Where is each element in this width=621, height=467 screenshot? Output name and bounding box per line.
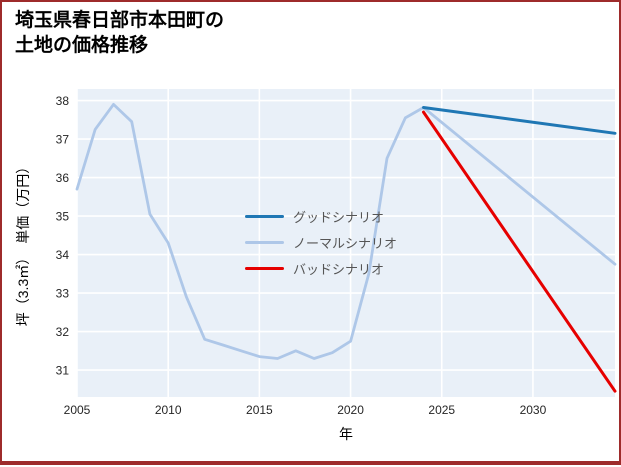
chart-title: 埼玉県春日部市本田町の 土地の価格推移 [15, 9, 224, 58]
legend-line-swatch [245, 266, 284, 270]
y-tick-label: 35 [56, 210, 70, 224]
y-tick-label: 31 [56, 364, 70, 378]
legend-item-good: グッドシナリオ [245, 203, 397, 229]
series-line-normal [75, 103, 617, 360]
x-tick-label: 2005 [64, 403, 91, 417]
y-tick-label: 37 [56, 133, 70, 147]
y-tick-label: 38 [56, 94, 70, 108]
y-tick-label: 36 [56, 171, 70, 185]
legend-line-swatch [245, 214, 284, 218]
x-axis-label: 年 [339, 426, 353, 442]
legend-label: ノーマルシナリオ [293, 235, 398, 251]
chart-title-line-2: 土地の価格推移 [15, 34, 149, 56]
x-tick-label: 2015 [246, 403, 273, 417]
y-tick-label: 33 [56, 287, 70, 301]
y-tick-label: 32 [56, 325, 70, 339]
y-tick-label: 34 [56, 248, 70, 262]
legend-item-bad: バッドシナリオ [245, 255, 397, 281]
chart-title-line-1: 埼玉県春日部市本田町の [15, 10, 225, 31]
x-tick-label: 2010 [155, 403, 182, 417]
legend-label: バッドシナリオ [293, 261, 385, 277]
series-line-good [422, 106, 617, 135]
chart-legend: グッドシナリオ ノーマルシナリオ バッドシナリオ [245, 203, 397, 281]
x-tick-label: 2030 [520, 403, 547, 417]
legend-label: グッドシナリオ [293, 209, 385, 225]
legend-line-swatch [245, 240, 284, 244]
y-axis-label: 坪（3.3㎡） 単価（万円） [15, 160, 31, 326]
x-tick-label: 2025 [428, 403, 455, 417]
series-line-bad [422, 110, 617, 393]
legend-item-normal: ノーマルシナリオ [245, 229, 397, 255]
x-tick-label: 2020 [337, 403, 364, 417]
